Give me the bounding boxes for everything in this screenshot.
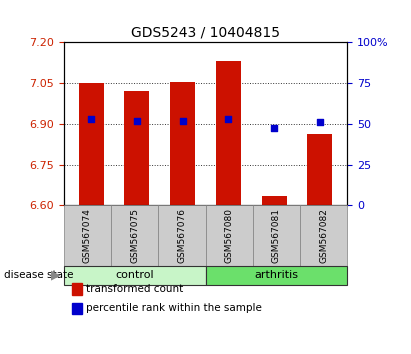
- Text: disease state: disease state: [4, 270, 74, 280]
- Bar: [170, 82, 195, 205]
- Text: GSM567081: GSM567081: [272, 208, 281, 263]
- Text: GSM567075: GSM567075: [130, 208, 139, 263]
- Bar: [307, 134, 332, 205]
- Text: GSM567082: GSM567082: [319, 208, 328, 263]
- Title: GDS5243 / 10404815: GDS5243 / 10404815: [131, 26, 280, 40]
- Text: control: control: [115, 270, 154, 280]
- Text: transformed count: transformed count: [86, 284, 184, 293]
- Point: [179, 118, 186, 124]
- Bar: [216, 62, 241, 205]
- Point: [316, 119, 323, 125]
- Text: GSM567074: GSM567074: [83, 208, 92, 263]
- Point: [134, 118, 140, 124]
- Text: GSM567076: GSM567076: [178, 208, 186, 263]
- Text: percentile rank within the sample: percentile rank within the sample: [86, 303, 262, 313]
- Text: arthritis: arthritis: [254, 270, 298, 280]
- Point: [271, 125, 277, 131]
- Bar: [261, 196, 287, 205]
- Text: GSM567080: GSM567080: [225, 208, 233, 263]
- Point: [88, 116, 95, 122]
- Point: [225, 116, 232, 122]
- Text: ▶: ▶: [51, 269, 60, 282]
- Bar: [79, 83, 104, 205]
- Bar: [124, 91, 150, 205]
